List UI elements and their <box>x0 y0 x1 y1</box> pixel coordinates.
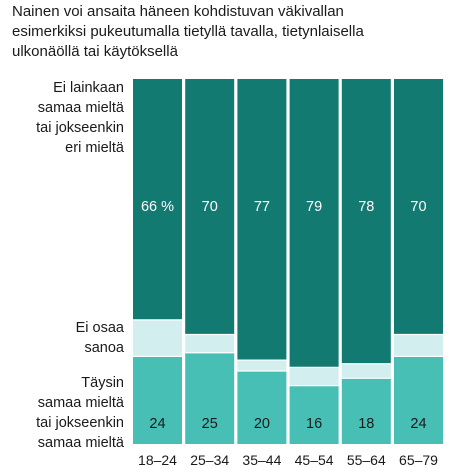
bar-segment <box>289 385 339 444</box>
x-tick-label: 35–44 <box>242 452 281 468</box>
series-label-line: eri mieltä <box>65 140 124 156</box>
series-label-line: sanoa <box>84 340 124 356</box>
bar-segment <box>237 371 287 444</box>
data-label: 24 <box>410 416 426 432</box>
series-label-line: samaa mieltä <box>37 435 124 451</box>
chart-title-line: esimerkiksi pukeutumalla tietyllä tavall… <box>12 23 364 40</box>
data-label: 18 <box>358 416 374 432</box>
data-label: 25 <box>202 416 218 432</box>
x-tick-label: 18–24 <box>138 452 177 468</box>
series-label-line: Täysin <box>81 375 124 391</box>
bar-segment <box>394 334 443 357</box>
data-label: 20 <box>254 416 270 432</box>
bar-segment <box>185 334 235 353</box>
series-label-line: tai jokseenkin <box>36 120 124 136</box>
chart-title-line: Nainen voi ansaita häneen kohdistuvan vä… <box>12 3 344 20</box>
series-label-disagree: Ei lainkaan samaa mieltä tai jokseenkin … <box>4 78 124 158</box>
data-label: 79 <box>306 199 322 215</box>
bar-segment <box>237 360 287 371</box>
bar-segment <box>394 356 443 444</box>
bar-segment <box>289 79 339 368</box>
bar-segment <box>394 79 443 335</box>
data-label: 24 <box>149 416 165 432</box>
x-tick-label: 45–54 <box>295 452 334 468</box>
bar-segment <box>133 356 182 444</box>
bar-segment <box>341 363 391 379</box>
bar-segment <box>341 79 391 364</box>
bar-segment <box>289 367 339 386</box>
data-label: 70 <box>410 199 426 215</box>
bar-segment <box>341 378 391 444</box>
bar-segment <box>133 319 182 357</box>
series-label-line: tai jokseenkin <box>36 415 124 431</box>
data-label: 77 <box>254 199 270 215</box>
x-tick-label: 65–79 <box>399 452 438 468</box>
series-label-agree: Täysin samaa mieltä tai jokseenkin samaa… <box>4 373 124 453</box>
data-label: 66 % <box>141 199 174 215</box>
data-label: 16 <box>306 416 322 432</box>
x-tick-label: 25–34 <box>190 452 229 468</box>
bar-segment <box>237 79 287 361</box>
series-label-line: samaa mieltä <box>37 395 124 411</box>
chart-title-line: ulkonäöllä tai käytöksellä <box>12 43 178 60</box>
data-label: 70 <box>202 199 218 215</box>
series-label-line: samaa mieltä <box>37 100 124 116</box>
chart-title: Nainen voi ansaita häneen kohdistuvan vä… <box>12 2 462 62</box>
bar-segment <box>185 79 235 335</box>
data-label: 78 <box>358 199 374 215</box>
bar-segment <box>133 79 182 320</box>
series-label-line: Ei lainkaan <box>53 80 124 96</box>
series-label-line: Ei osaa <box>75 320 124 336</box>
series-label-dont-know: Ei osaa sanoa <box>4 318 124 358</box>
bar-segment <box>185 352 235 444</box>
x-tick-label: 55–64 <box>347 452 386 468</box>
